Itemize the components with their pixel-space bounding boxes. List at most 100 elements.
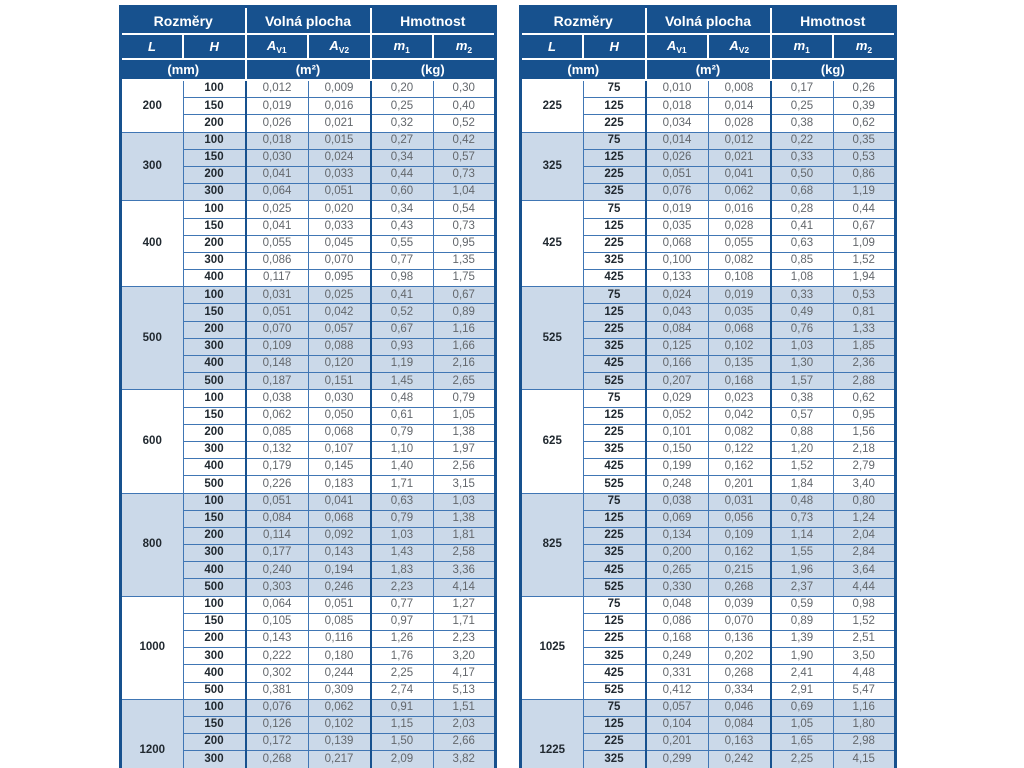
cell-height-h: 100 — [182, 389, 247, 408]
cell-mass-m2: 1,85 — [832, 337, 896, 357]
cell-area-av1: 0,268 — [245, 750, 309, 768]
cell-height-h: 325 — [582, 544, 647, 563]
cell-mass-m2: 0,53 — [832, 148, 896, 167]
cell-area-av1: 0,012 — [245, 79, 309, 99]
table-row: 400 0,179 0,145 1,40 2,56 — [121, 458, 496, 477]
cell-area-av1: 0,043 — [645, 303, 709, 322]
cell-height-h: 400 — [182, 664, 247, 683]
cell-area-av1: 0,076 — [245, 698, 309, 717]
cell-height-h: 75 — [582, 286, 647, 305]
cell-height-h: 300 — [182, 647, 247, 666]
cell-mass-m2: 0,73 — [432, 217, 496, 236]
cell-area-av2: 0,035 — [707, 303, 772, 322]
table-row: 300 0,177 0,143 1,43 2,58 — [121, 544, 496, 563]
cell-area-av2: 0,016 — [707, 200, 772, 219]
cell-height-h: 100 — [182, 698, 247, 717]
cell-mass-m2: 0,39 — [832, 97, 896, 116]
cell-mass-m1: 0,79 — [370, 423, 434, 442]
cell-area-av1: 0,064 — [245, 595, 309, 614]
table-row: 525 0,248 0,201 1,84 3,40 — [521, 475, 896, 494]
cell-mass-m2: 3,20 — [432, 647, 496, 666]
cell-mass-m2: 4,44 — [832, 578, 896, 597]
cell-mass-m1: 2,25 — [370, 664, 434, 683]
cell-mass-m2: 3,50 — [832, 647, 896, 666]
cell-mass-m1: 0,48 — [370, 389, 434, 408]
cell-mass-m2: 0,95 — [832, 406, 896, 425]
table-row: 200 0,070 0,057 0,67 1,16 — [121, 320, 496, 339]
table-row: 425 0,331 0,268 2,41 4,48 — [521, 664, 896, 683]
table-row: 125 0,026 0,021 0,33 0,53 — [521, 148, 896, 167]
cell-mass-m1: 1,20 — [770, 440, 834, 460]
table-row: 125 0,104 0,084 1,05 1,80 — [521, 715, 896, 735]
cell-area-av1: 0,201 — [645, 733, 709, 752]
cell-mass-m1: 0,63 — [770, 234, 834, 253]
cell-mass-m1: 0,50 — [770, 165, 834, 185]
cell-mass-m1: 1,03 — [770, 337, 834, 357]
cell-area-av1: 0,199 — [645, 458, 709, 477]
group-header: Hmotnost — [369, 5, 497, 35]
table-row: 1000 100 0,064 0,051 0,77 1,27 — [120, 595, 496, 700]
unit-header: (m²) — [244, 58, 372, 81]
table-row: 325 75 0,014 0,012 0,22 0,35 — [520, 131, 896, 202]
unit-header: (kg) — [769, 58, 897, 81]
cell-area-av1: 0,117 — [245, 269, 309, 288]
cell-area-av2: 0,016 — [307, 97, 372, 116]
cell-height-h: 225 — [582, 320, 647, 339]
cell-length-l: 225 — [520, 79, 584, 133]
cell-area-av1: 0,051 — [245, 492, 309, 511]
table-row: 125 0,018 0,014 0,25 0,39 — [521, 97, 896, 116]
cell-height-h: 125 — [582, 509, 647, 528]
cell-area-av1: 0,240 — [245, 561, 309, 580]
table-row: 300 100 0,018 0,015 0,27 0,42 — [120, 131, 496, 202]
cell-mass-m1: 0,85 — [770, 251, 834, 271]
cell-area-av2: 0,268 — [707, 664, 772, 683]
cell-length-l: 525 — [520, 286, 584, 391]
table-row: 625 75 0,029 0,023 0,38 0,62 — [520, 389, 896, 494]
table-row: 150 0,105 0,085 0,97 1,71 — [121, 612, 496, 632]
cell-mass-m2: 1,51 — [432, 698, 496, 717]
cell-area-av1: 0,179 — [245, 458, 309, 477]
cell-mass-m1: 0,77 — [370, 251, 434, 271]
cell-area-av1: 0,076 — [645, 183, 709, 202]
cell-area-av2: 0,070 — [707, 612, 772, 632]
cell-length-l: 600 — [120, 389, 184, 494]
cell-area-av2: 0,056 — [707, 509, 772, 528]
table-row: 225 0,168 0,136 1,39 2,51 — [521, 629, 896, 649]
cell-height-h: 150 — [182, 509, 247, 528]
cell-area-av1: 0,248 — [645, 475, 709, 494]
cell-area-av1: 0,026 — [245, 114, 309, 133]
cell-mass-m1: 2,37 — [770, 578, 834, 597]
cell-area-av1: 0,084 — [645, 320, 709, 339]
cell-height-h: 400 — [182, 354, 247, 374]
table-row: 1200 100 0,076 0,062 0,91 1,51 — [120, 698, 496, 768]
column-header: L — [519, 33, 584, 60]
cell-height-h: 75 — [582, 492, 647, 511]
cell-mass-m1: 0,28 — [770, 200, 834, 219]
cell-mass-m1: 0,33 — [770, 286, 834, 305]
cell-area-av2: 0,139 — [307, 733, 372, 752]
cell-height-h: 75 — [582, 200, 647, 219]
cell-height-h: 100 — [182, 131, 247, 150]
cell-mass-m2: 0,44 — [832, 200, 896, 219]
cell-height-h: 75 — [582, 389, 647, 408]
table-row: 525 0,330 0,268 2,37 4,44 — [521, 578, 896, 597]
cell-height-h: 500 — [182, 578, 247, 597]
cell-area-av2: 0,039 — [707, 595, 772, 614]
cell-mass-m1: 0,32 — [370, 114, 434, 133]
cell-area-av1: 0,057 — [645, 698, 709, 717]
cell-mass-m1: 1,57 — [770, 372, 834, 391]
cell-mass-m1: 1,65 — [770, 733, 834, 752]
unit-header: (mm) — [519, 58, 647, 81]
cell-area-av2: 0,041 — [307, 492, 372, 511]
cell-mass-m1: 0,77 — [370, 595, 434, 614]
cell-mass-m2: 1,81 — [432, 526, 496, 546]
cell-mass-m1: 0,22 — [770, 131, 834, 150]
cell-mass-m2: 1,35 — [432, 251, 496, 271]
cell-height-h: 100 — [182, 492, 247, 511]
cell-mass-m1: 0,57 — [770, 406, 834, 425]
cell-area-av1: 0,055 — [245, 234, 309, 253]
cell-mass-m2: 0,89 — [432, 303, 496, 322]
cell-mass-m2: 1,09 — [832, 234, 896, 253]
cell-area-av2: 0,309 — [307, 681, 372, 700]
group-header: Hmotnost — [769, 5, 897, 35]
